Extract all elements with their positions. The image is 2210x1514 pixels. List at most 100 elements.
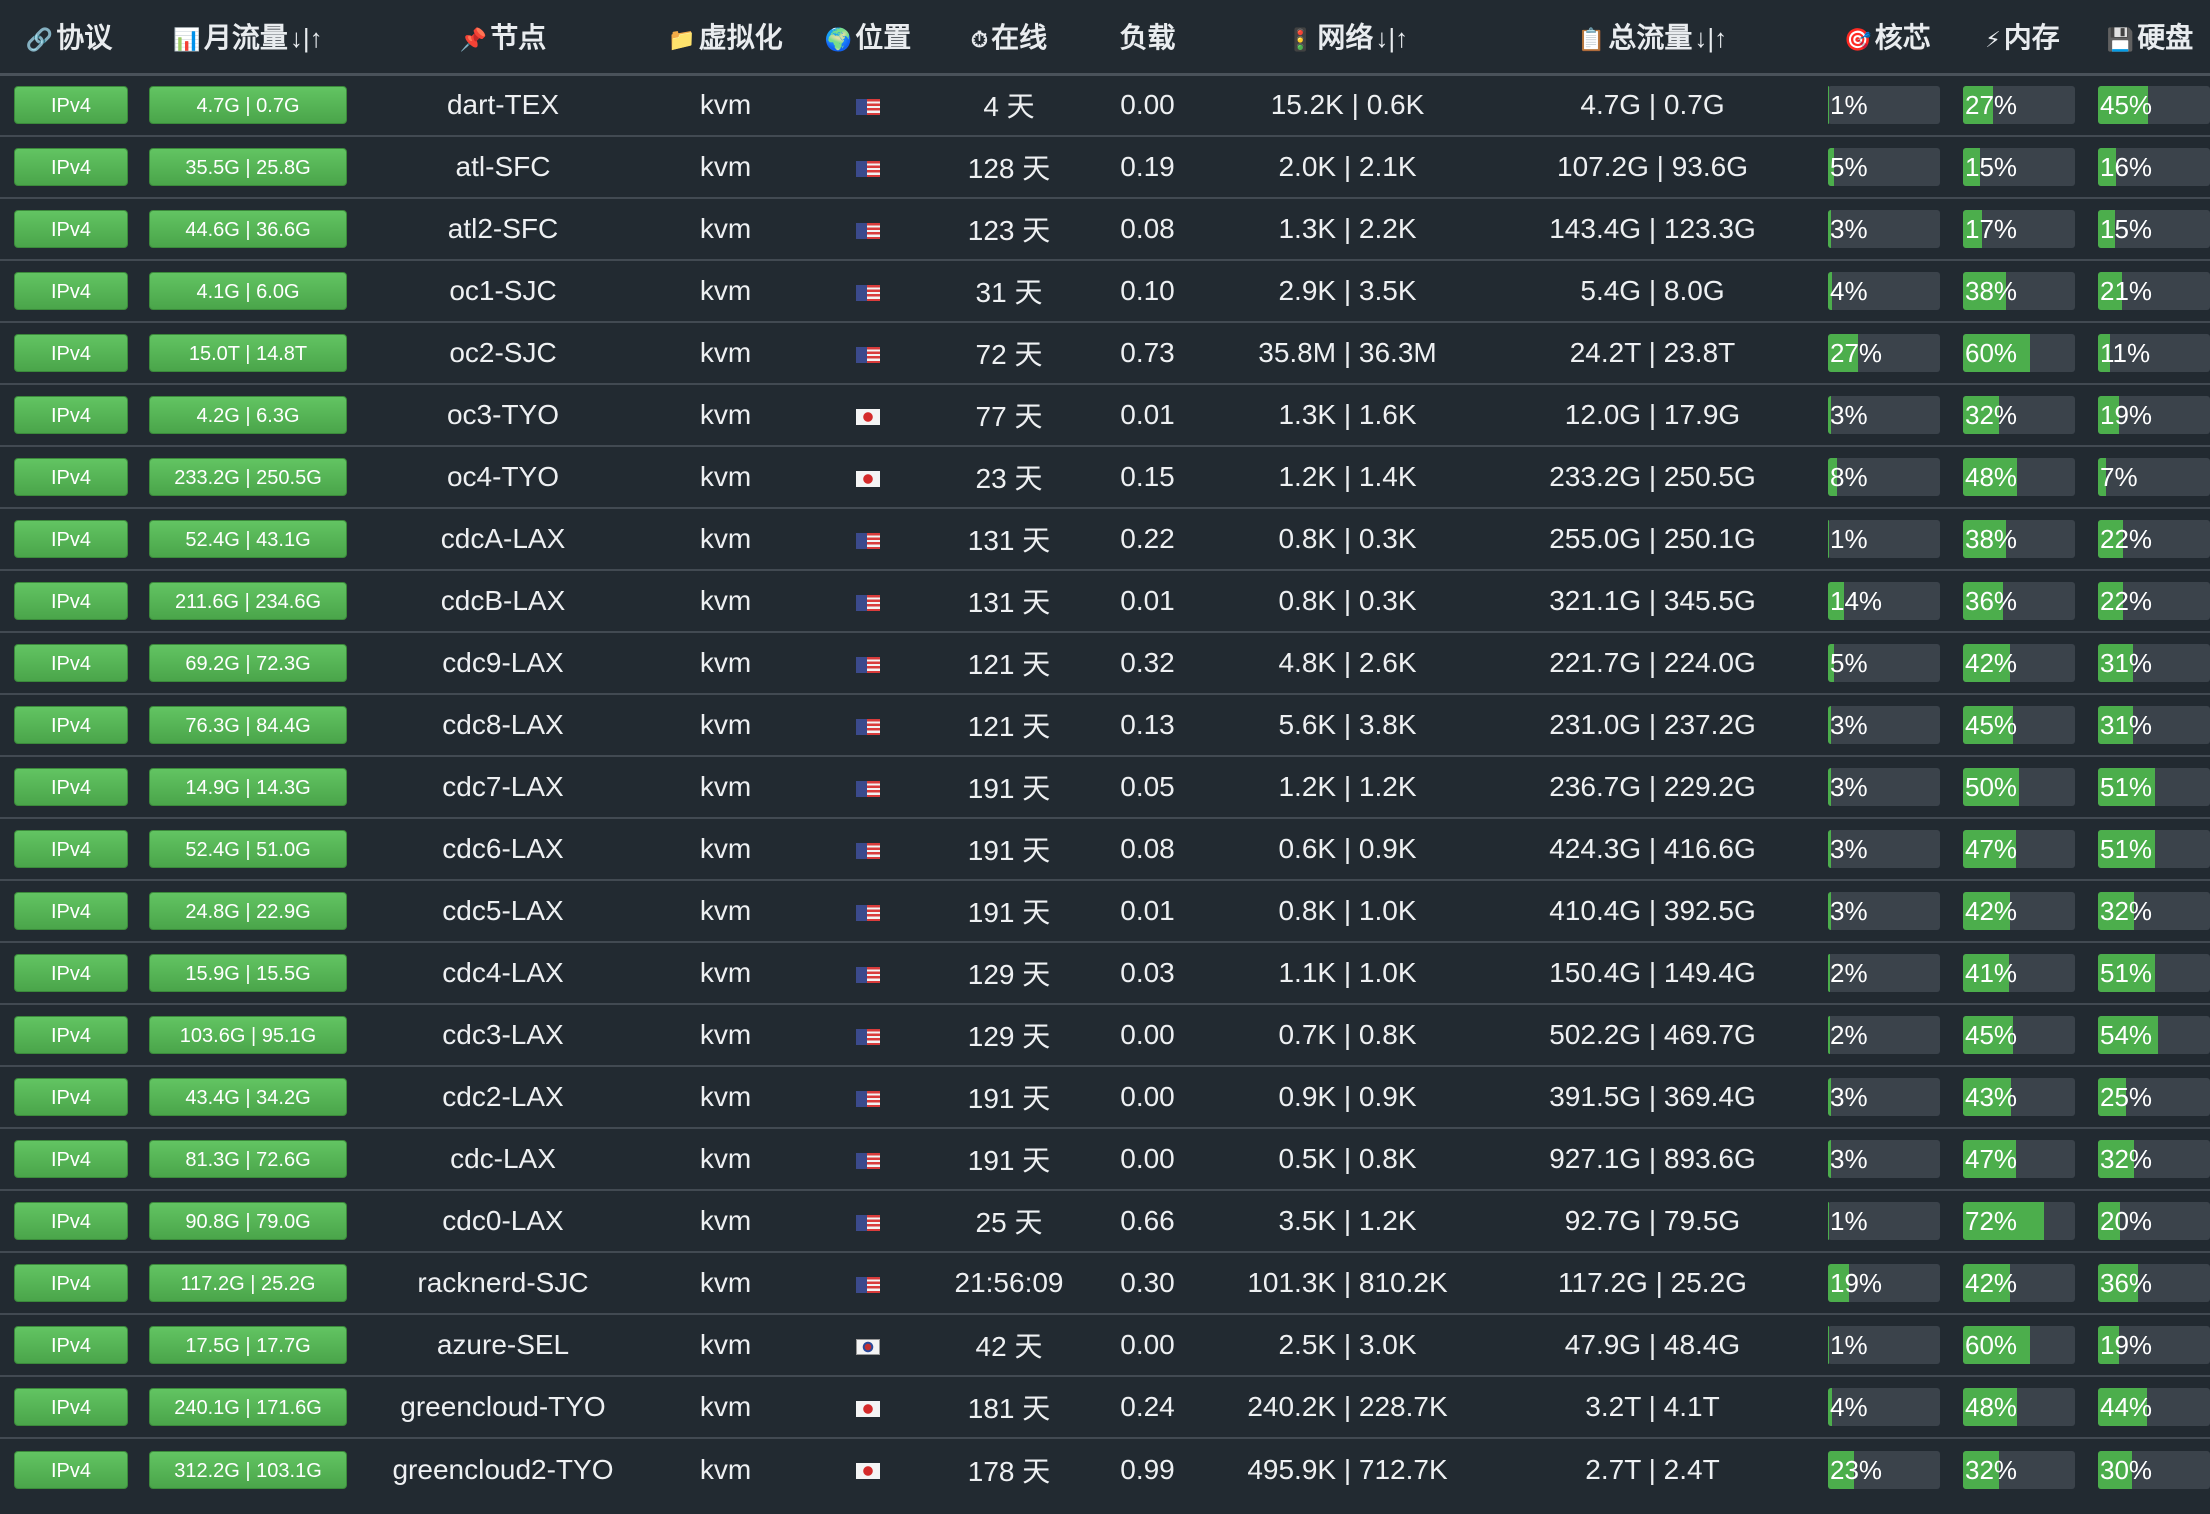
memory-bar-fill <box>1963 396 1999 434</box>
cell-uptime: 123 天 <box>933 197 1085 260</box>
monthly-traffic-badge[interactable]: 211.6G | 234.6G <box>149 582 347 620</box>
monthly-traffic-badge[interactable]: 117.2G | 25.2G <box>149 1264 347 1302</box>
header-network[interactable]: 🚦 网络↓|↑ <box>1210 0 1485 76</box>
memory-percent: 43% <box>1965 1082 2018 1112</box>
monthly-traffic-badge[interactable]: 103.6G | 95.1G <box>149 1016 347 1054</box>
table-row[interactable]: IPv4 52.4G | 43.1G cdcA-LAX kvm 131 天 0.22 0.8… <box>0 507 2210 570</box>
monthly-traffic-badge[interactable]: 69.2G | 72.3G <box>149 644 347 682</box>
cell-node: cdc7-LAX <box>358 755 648 818</box>
monthly-traffic-badge[interactable]: 81.3G | 72.6G <box>149 1140 347 1178</box>
header-uptime-label: 在线 <box>991 22 1048 54</box>
protocol-badge[interactable]: IPv4 <box>14 768 128 806</box>
protocol-badge[interactable]: IPv4 <box>14 1140 128 1178</box>
protocol-badge[interactable]: IPv4 <box>14 830 128 868</box>
memory-progress-bar: 32% <box>1963 396 2075 434</box>
table-row[interactable]: IPv4 76.3G | 84.4G cdc8-LAX kvm 121 天 0.13 5.6… <box>0 693 2210 756</box>
monthly-traffic-badge[interactable]: 15.9G | 15.5G <box>149 954 347 992</box>
table-row[interactable]: IPv4 240.1G | 171.6G greencloud-TYO kvm 181 … <box>0 1375 2210 1438</box>
table-row[interactable]: IPv4 117.2G | 25.2G racknerd-SJC kvm 21:56:0… <box>0 1251 2210 1314</box>
sort-icon[interactable]: ↓|↑ <box>1375 23 1409 54</box>
protocol-badge[interactable]: IPv4 <box>14 210 128 248</box>
protocol-badge[interactable]: IPv4 <box>14 1450 128 1489</box>
protocol-badge[interactable]: IPv4 <box>14 272 128 310</box>
table-row[interactable]: IPv4 81.3G | 72.6G cdc-LAX kvm 191 天 0.00 0.5K… <box>0 1127 2210 1190</box>
table-row[interactable]: IPv4 15.9G | 15.5G cdc4-LAX kvm 129 天 0.03 1.1… <box>0 941 2210 1004</box>
table-row[interactable]: IPv4 35.5G | 25.8G atl-SFC kvm 128 天 0.19 2.0K… <box>0 135 2210 198</box>
table-row[interactable]: IPv4 24.8G | 22.9G cdc5-LAX kvm 191 天 0.01 0.8… <box>0 879 2210 942</box>
monthly-traffic-badge[interactable]: 76.3G | 84.4G <box>149 706 347 744</box>
protocol-badge[interactable]: IPv4 <box>14 458 128 496</box>
us-flag-icon <box>856 1276 880 1293</box>
cell-disk: 51% <box>2090 941 2210 1004</box>
monthly-traffic-badge[interactable]: 35.5G | 25.8G <box>149 148 347 186</box>
cpu-percent: 23% <box>1830 1454 1883 1485</box>
jp-flag-icon <box>856 470 880 487</box>
table-row[interactable]: IPv4 4.1G | 6.0G oc1-SJC kvm 31 天 0.10 2.9K | … <box>0 259 2210 322</box>
header-total-traffic[interactable]: 📋 总流量↓|↑ <box>1485 0 1820 76</box>
memory-progress-bar: 15% <box>1963 148 2075 186</box>
table-row[interactable]: IPv4 4.7G | 0.7G dart-TEX kvm 4 天 0.00 15.2K |… <box>0 73 2210 136</box>
table-row[interactable]: IPv4 43.4G | 34.2G cdc2-LAX kvm 191 天 0.00 0.9… <box>0 1065 2210 1128</box>
monthly-traffic-badge[interactable]: 240.1G | 171.6G <box>149 1388 347 1426</box>
protocol-badge[interactable]: IPv4 <box>14 148 128 186</box>
protocol-badge[interactable]: IPv4 <box>14 1016 128 1054</box>
cell-monthly-traffic: 15.9G | 15.5G <box>138 941 358 1004</box>
table-header: 🔗 协议 📊 月流量↓|↑ 📌 节点 📁 虚拟化 🌍 位置 ⏱ 在线 负载 🚦 网络↓|↑ 📋… <box>0 0 2210 76</box>
header-monthly-traffic[interactable]: 📊 月流量↓|↑ <box>138 0 358 76</box>
table-row[interactable]: IPv4 14.9G | 14.3G cdc7-LAX kvm 191 天 0.05 1.2… <box>0 755 2210 818</box>
table-row[interactable]: IPv4 4.2G | 6.3G oc3-TYO kvm 77 天 0.01 1.3K | … <box>0 383 2210 446</box>
cell-protocol: IPv4 <box>0 1003 138 1066</box>
protocol-badge[interactable]: IPv4 <box>14 954 128 992</box>
monthly-traffic-badge[interactable]: 52.4G | 43.1G <box>149 520 347 558</box>
cpu-percent: 5% <box>1830 152 1868 182</box>
protocol-badge[interactable]: IPv4 <box>14 396 128 434</box>
protocol-badge[interactable]: IPv4 <box>14 706 128 744</box>
table-row[interactable]: IPv4 44.6G | 36.6G atl2-SFC kvm 123 天 0.08 1.3… <box>0 197 2210 260</box>
protocol-badge[interactable]: IPv4 <box>14 644 128 682</box>
sort-icon[interactable]: ↓|↑ <box>289 23 323 54</box>
protocol-badge[interactable]: IPv4 <box>14 520 128 558</box>
monthly-traffic-badge[interactable]: 44.6G | 36.6G <box>149 210 347 248</box>
monthly-traffic-badge[interactable]: 4.2G | 6.3G <box>149 396 347 434</box>
memory-percent: 72% <box>1965 1206 2018 1236</box>
cell-cpu: 2% <box>1820 1003 1955 1066</box>
cell-protocol: IPv4 <box>0 941 138 1004</box>
table-row[interactable]: IPv4 52.4G | 51.0G cdc6-LAX kvm 191 天 0.08 0.6… <box>0 817 2210 880</box>
monthly-traffic-badge[interactable]: 4.7G | 0.7G <box>149 86 347 125</box>
protocol-badge[interactable]: IPv4 <box>14 1202 128 1240</box>
table-row[interactable]: IPv4 15.0T | 14.8T oc2-SJC kvm 72 天 0.73 35.8M… <box>0 321 2210 384</box>
table-row[interactable]: IPv4 233.2G | 250.5G oc4-TYO kvm 23 天 0.15 1.2… <box>0 445 2210 508</box>
monthly-traffic-badge[interactable]: 17.5G | 17.7G <box>149 1326 347 1364</box>
monthly-traffic-badge[interactable]: 4.1G | 6.0G <box>149 272 347 310</box>
monthly-traffic-badge[interactable]: 90.8G | 79.0G <box>149 1202 347 1240</box>
monthly-traffic-badge[interactable]: 233.2G | 250.5G <box>149 458 347 496</box>
table-row[interactable]: IPv4 90.8G | 79.0G cdc0-LAX kvm 25 天 0.66 3.5K… <box>0 1189 2210 1252</box>
protocol-badge[interactable]: IPv4 <box>14 1326 128 1364</box>
monthly-traffic-badge[interactable]: 24.8G | 22.9G <box>149 892 347 930</box>
table-row[interactable]: IPv4 312.2G | 103.1G greencloud2-TYO kvm 178… <box>0 1437 2210 1500</box>
monthly-traffic-badge[interactable]: 312.2G | 103.1G <box>149 1450 347 1489</box>
cell-uptime: 42 天 <box>933 1313 1085 1376</box>
protocol-badge[interactable]: IPv4 <box>14 582 128 620</box>
monthly-traffic-badge[interactable]: 43.4G | 34.2G <box>149 1078 347 1116</box>
monthly-traffic-badge[interactable]: 14.9G | 14.3G <box>149 768 347 806</box>
monthly-traffic-badge[interactable]: 52.4G | 51.0G <box>149 830 347 868</box>
sort-icon[interactable]: ↓|↑ <box>1694 23 1728 54</box>
table-row[interactable]: IPv4 103.6G | 95.1G cdc3-LAX kvm 129 天 0.00 0.… <box>0 1003 2210 1066</box>
table-row[interactable]: IPv4 69.2G | 72.3G cdc9-LAX kvm 121 天 0.32 4.8… <box>0 631 2210 694</box>
cell-uptime: 121 天 <box>933 693 1085 756</box>
cell-uptime: 191 天 <box>933 879 1085 942</box>
protocol-badge[interactable]: IPv4 <box>14 1388 128 1426</box>
cell-monthly-traffic: 103.6G | 95.1G <box>138 1003 358 1066</box>
table-row[interactable]: IPv4 17.5G | 17.7G azure-SEL kvm 42 天 0.00 2.5… <box>0 1313 2210 1376</box>
cell-total-traffic: 24.2T | 23.8T <box>1485 321 1820 384</box>
cpu-percent: 14% <box>1830 586 1883 616</box>
protocol-badge[interactable]: IPv4 <box>14 86 128 125</box>
protocol-badge[interactable]: IPv4 <box>14 892 128 930</box>
protocol-badge[interactable]: IPv4 <box>14 334 128 372</box>
cpu-progress-bar: 3% <box>1828 1078 1940 1116</box>
monthly-traffic-badge[interactable]: 15.0T | 14.8T <box>149 334 347 372</box>
table-row[interactable]: IPv4 211.6G | 234.6G cdcB-LAX kvm 131 天 0.01 0… <box>0 569 2210 632</box>
protocol-badge[interactable]: IPv4 <box>14 1078 128 1116</box>
protocol-badge[interactable]: IPv4 <box>14 1264 128 1302</box>
